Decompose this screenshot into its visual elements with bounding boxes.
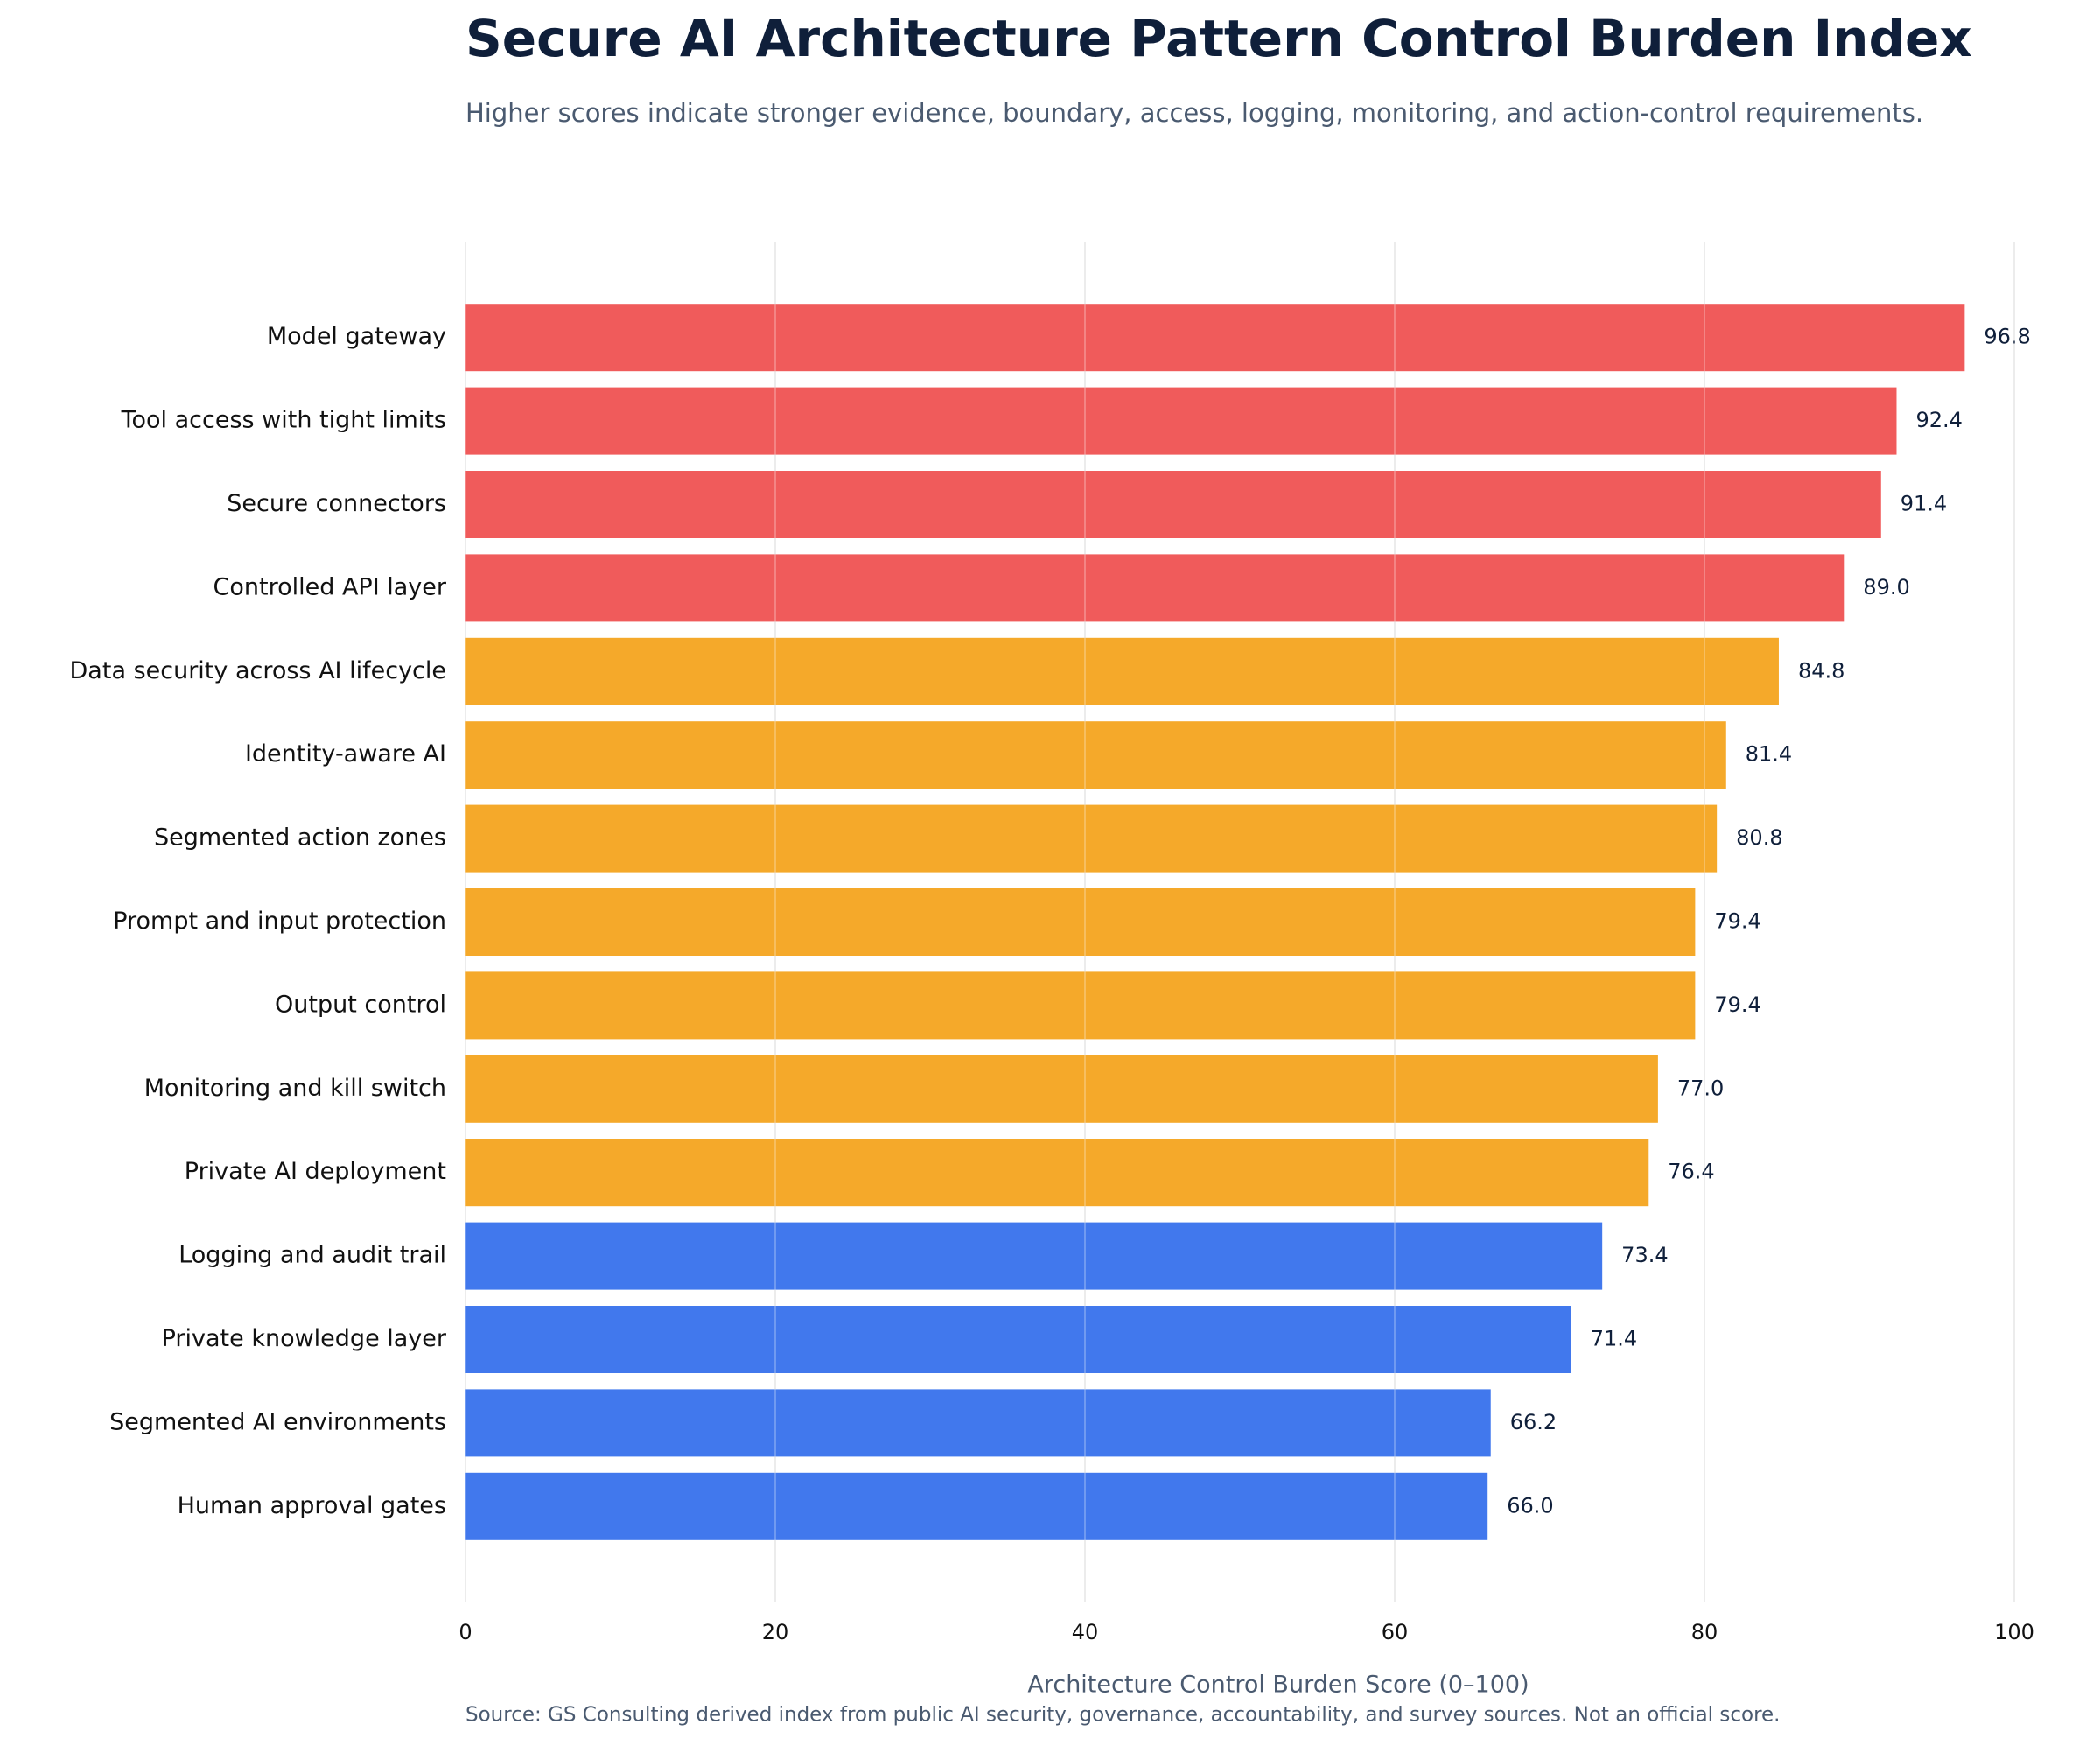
y-tick-label: Controlled API layer bbox=[214, 573, 447, 600]
chart-subtitle: Higher scores indicate stronger evidence… bbox=[466, 98, 1923, 128]
y-tick-label: Segmented action zones bbox=[154, 824, 446, 852]
value-label: 91.4 bbox=[1900, 492, 1947, 516]
y-tick-label: Secure connectors bbox=[227, 490, 446, 517]
y-tick-label: Data security across AI lifecycle bbox=[70, 657, 446, 684]
value-label: 79.4 bbox=[1714, 992, 1760, 1017]
bar bbox=[466, 1472, 1488, 1540]
y-tick-label: Prompt and input protection bbox=[113, 908, 446, 935]
x-tick-label: 0 bbox=[458, 1620, 472, 1644]
value-label: 80.8 bbox=[1736, 825, 1782, 850]
y-tick-label: Private AI deployment bbox=[185, 1158, 446, 1185]
value-label: 96.8 bbox=[1984, 325, 2030, 349]
bar bbox=[466, 1389, 1491, 1457]
bar bbox=[466, 471, 1881, 538]
y-tick-label: Human approval gates bbox=[178, 1492, 446, 1519]
value-label: 76.4 bbox=[1668, 1160, 1714, 1184]
y-tick-label: Output control bbox=[275, 991, 446, 1018]
y-tick-label: Tool access with tight limits bbox=[121, 407, 446, 434]
y-tick-label: Identity-aware AI bbox=[245, 740, 446, 768]
value-label: 73.4 bbox=[1621, 1243, 1668, 1267]
value-label: 77.0 bbox=[1677, 1076, 1724, 1100]
x-tick-label: 60 bbox=[1382, 1620, 1409, 1644]
value-label: 89.0 bbox=[1863, 575, 1909, 600]
chart-title: Secure AI Architecture Pattern Control B… bbox=[466, 9, 1972, 68]
value-label: 92.4 bbox=[1915, 408, 1962, 432]
value-label: 81.4 bbox=[1746, 742, 1792, 767]
bar bbox=[466, 554, 1844, 622]
bar bbox=[466, 304, 1965, 372]
bar bbox=[466, 1306, 1572, 1373]
x-axis-label: Architecture Control Burden Score (0–100… bbox=[1027, 1672, 1529, 1699]
y-tick-label: Monitoring and kill switch bbox=[144, 1075, 446, 1102]
source-note: Source: GS Consulting derived index from… bbox=[466, 1704, 1780, 1727]
value-label: 71.4 bbox=[1591, 1327, 1637, 1351]
x-tick-label: 80 bbox=[1691, 1620, 1718, 1644]
y-tick-label: Model gateway bbox=[267, 323, 446, 350]
x-tick-label: 20 bbox=[762, 1620, 789, 1644]
bar bbox=[466, 1222, 1603, 1290]
value-label: 66.2 bbox=[1510, 1410, 1557, 1434]
bar bbox=[466, 804, 1718, 873]
bar bbox=[466, 1139, 1649, 1207]
y-tick-label: Segmented AI environments bbox=[109, 1408, 446, 1435]
bar bbox=[466, 888, 1696, 956]
value-label: 66.0 bbox=[1507, 1493, 1553, 1518]
x-tick-label: 100 bbox=[1994, 1620, 2034, 1644]
value-label: 79.4 bbox=[1714, 909, 1760, 934]
bar bbox=[466, 721, 1726, 789]
bar bbox=[466, 1055, 1658, 1123]
y-tick-label: Private knowledge layer bbox=[162, 1325, 447, 1352]
bar bbox=[466, 637, 1779, 705]
y-tick-label: Logging and audit trail bbox=[178, 1242, 446, 1269]
x-tick-label: 40 bbox=[1072, 1620, 1099, 1644]
bar bbox=[466, 387, 1897, 455]
bar bbox=[466, 971, 1696, 1040]
value-label: 84.8 bbox=[1798, 658, 1844, 683]
